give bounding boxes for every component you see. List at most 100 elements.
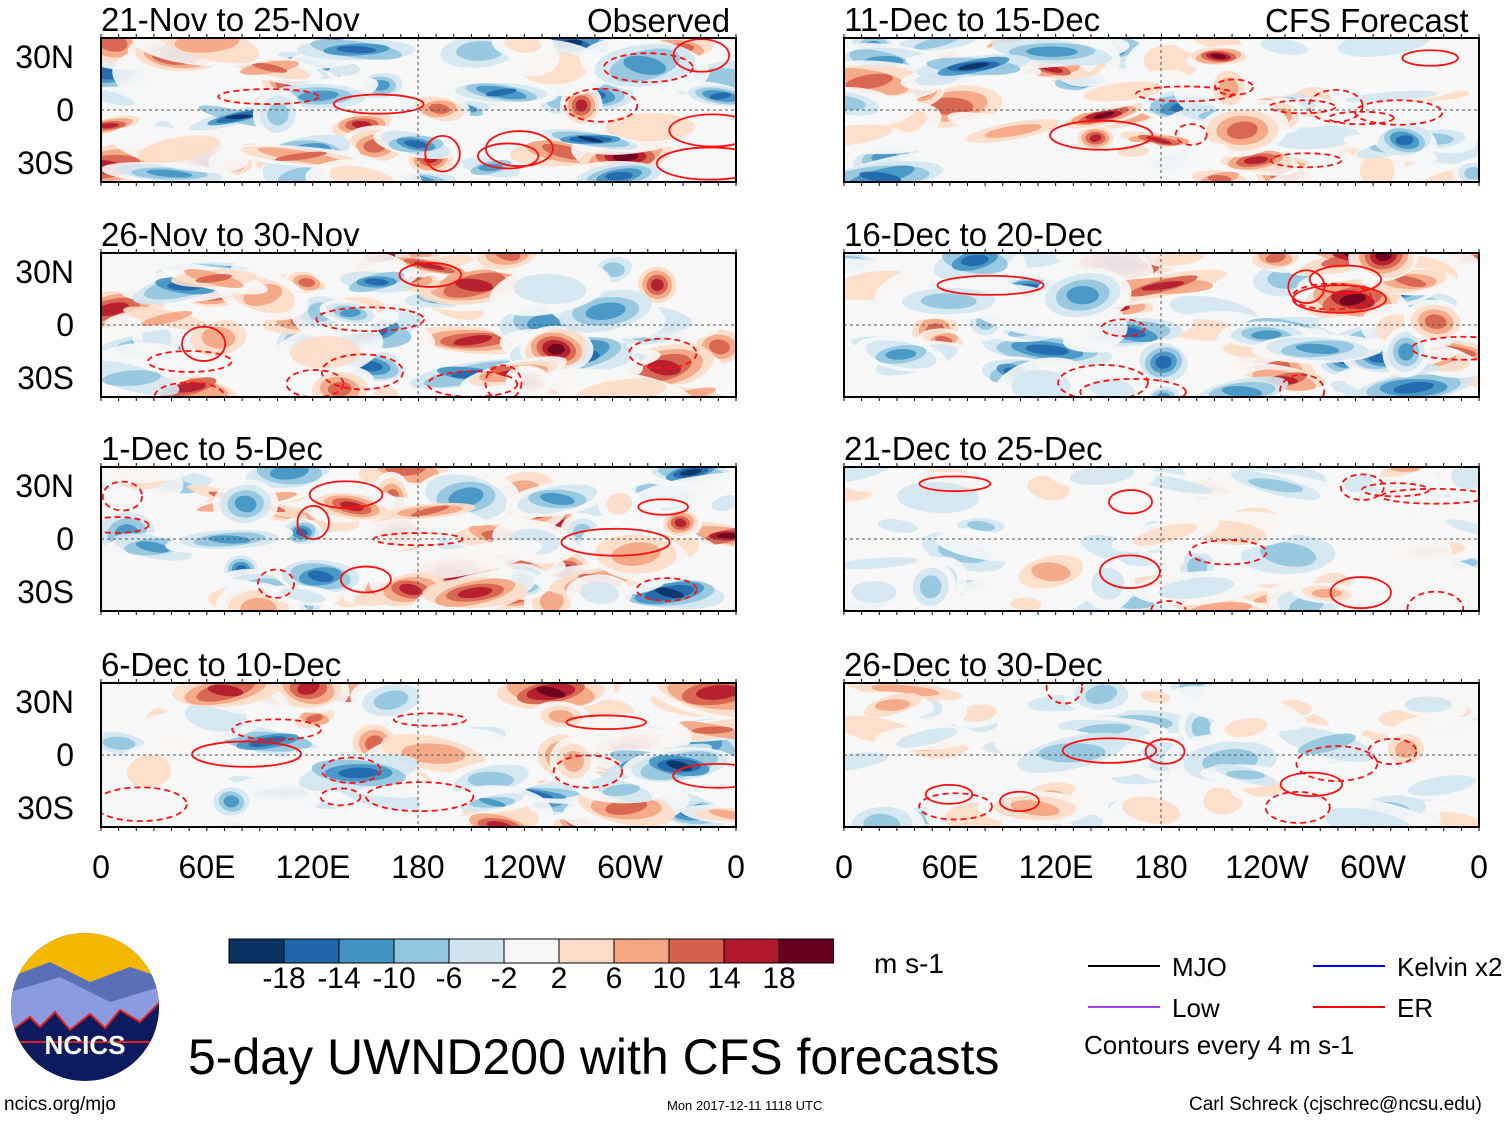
- er-contour: [1327, 110, 1395, 126]
- anomaly-shading: [1317, 491, 1474, 516]
- anomaly-shading: [448, 487, 484, 507]
- anomaly-shading: [1404, 696, 1452, 713]
- er-contour: [285, 369, 345, 397]
- anomaly-shading: [306, 714, 324, 723]
- anomaly-shading: [297, 683, 320, 695]
- er-contour: [484, 364, 523, 397]
- anomaly-shading: [716, 533, 736, 539]
- anomaly-shading: [102, 736, 136, 750]
- map-panel: [843, 34, 1480, 186]
- panel-title: 11-Dec to 15-Dec: [844, 1, 1101, 38]
- er-contour: [1057, 364, 1149, 397]
- lon-label: 60W: [1340, 849, 1406, 885]
- anomaly-shading: [223, 795, 240, 808]
- anomaly-shading: [1133, 523, 1198, 546]
- anomaly-shading: [399, 583, 422, 596]
- lat-label: 0: [56, 737, 74, 773]
- anomaly-shading: [885, 348, 917, 360]
- legend-line-low: [1088, 1006, 1160, 1008]
- anomaly-shading: [575, 712, 692, 759]
- anomaly-shading: [1083, 81, 1164, 102]
- anomaly-shading: [1243, 156, 1268, 165]
- lon-label: 180: [1134, 849, 1188, 885]
- anomaly-shading: [280, 588, 326, 603]
- er-contour: [1329, 576, 1392, 610]
- colorbar-label: -10: [372, 962, 416, 995]
- anomaly-shading: [479, 798, 506, 807]
- anomaly-shading: [1394, 275, 1427, 288]
- colorbar-swatch: [503, 938, 560, 964]
- er-contour: [1268, 99, 1337, 115]
- anomaly-shading: [275, 151, 327, 162]
- colorbar-label: -2: [490, 962, 518, 995]
- anomaly-shading: [674, 518, 687, 528]
- er-contour: [1367, 737, 1418, 766]
- svg-text:NCICS: NCICS: [45, 1030, 126, 1060]
- legend-line-kelvin-x2: [1313, 965, 1385, 967]
- er-contour: [1406, 590, 1465, 611]
- anomaly-shading: [711, 495, 736, 511]
- anomaly-shading: [1089, 378, 1136, 397]
- er-contour: [1264, 790, 1331, 824]
- er-contour: [147, 350, 233, 373]
- anomaly-shading: [844, 299, 910, 334]
- anomaly-shading: [171, 382, 206, 393]
- anomaly-shading: [338, 767, 380, 779]
- anomaly-shading: [959, 704, 997, 722]
- anomaly-shading: [874, 699, 911, 711]
- anomaly-shading: [920, 293, 977, 310]
- anomaly-shading: [1140, 690, 1171, 703]
- lat-label: 30S: [17, 790, 74, 826]
- er-contour: [476, 142, 540, 170]
- er-contour: [1079, 378, 1187, 397]
- anomaly-shading: [863, 813, 901, 827]
- lat-label: 30N: [15, 468, 74, 504]
- er-contour: [918, 475, 992, 493]
- anomaly-shading: [844, 557, 919, 570]
- colorbar: [228, 938, 834, 964]
- er-contour: [217, 88, 320, 106]
- lon-label: 0: [835, 849, 853, 885]
- website-link[interactable]: ncics.org/mjo: [4, 1094, 116, 1115]
- anomaly-shading: [1251, 330, 1282, 340]
- anomaly-shading: [1031, 562, 1071, 582]
- anomaly-shading: [1009, 597, 1042, 611]
- anomaly-shading: [140, 310, 193, 327]
- anomaly-shading: [1158, 577, 1235, 599]
- anomaly-shading: [101, 123, 119, 129]
- er-contour: [565, 714, 647, 731]
- anomaly-shading: [679, 468, 702, 476]
- colorbar-swatch: [778, 938, 834, 964]
- anomaly-shading: [329, 165, 399, 182]
- anomaly-shading: [1260, 541, 1317, 567]
- anomaly-shading: [654, 587, 685, 599]
- legend-label: Kelvin x2: [1397, 952, 1503, 982]
- er-contour: [1308, 264, 1382, 295]
- map-panel: [100, 249, 737, 401]
- lon-label: 60E: [178, 849, 236, 885]
- anomaly-shading: [1248, 478, 1304, 493]
- anomaly-shading: [844, 95, 866, 111]
- anomaly-shading: [478, 163, 504, 172]
- panel-title: 21-Dec to 25-Dec: [844, 430, 1103, 467]
- lat-label: 0: [56, 92, 74, 128]
- panel-title: 1-Dec to 5-Dec: [101, 430, 323, 467]
- er-contour: [1061, 737, 1157, 764]
- lon-label: 120E: [275, 849, 351, 885]
- er-contour: [424, 134, 461, 173]
- colorbar-label: 10: [652, 962, 686, 995]
- map-panel: [100, 463, 737, 615]
- panel-title: 6-Dec to 10-Dec: [101, 646, 342, 683]
- anomaly-shading: [1226, 770, 1266, 780]
- anomaly-shading: [225, 114, 253, 119]
- anomaly-shading: [298, 90, 339, 102]
- er-contour: [1279, 771, 1344, 798]
- colorbar-label: -6: [435, 962, 463, 995]
- timestamp: Mon 2017-12-11 1118 UTC: [667, 1098, 823, 1113]
- anomaly-shading: [1191, 716, 1212, 739]
- colorbar-swatch: [393, 938, 450, 964]
- anomaly-shading: [201, 326, 236, 349]
- er-contour: [181, 325, 227, 362]
- anomaly-shading: [1295, 343, 1340, 354]
- anomaly-shading: [1154, 253, 1205, 266]
